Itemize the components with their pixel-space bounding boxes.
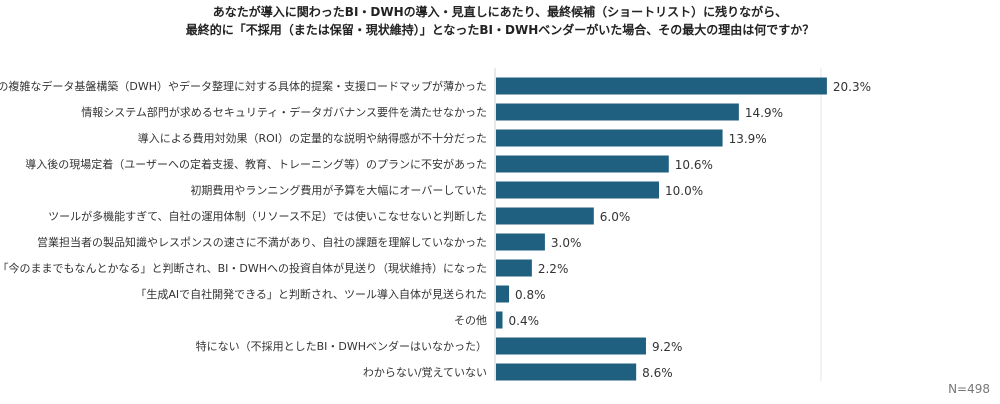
category-label: 特にない（不採用としたBI・DWHベンダーはいなかった） (196, 339, 487, 353)
category-label: ツールが多機能すぎて、自社の運用体制（リソース不足）では使いこなせないと判断した (48, 209, 487, 223)
chart-title-line-1: あなたが導入に関わったBI・DWHの導入・見直しにあたり、最終候補（ショートリス… (212, 5, 788, 19)
bar (496, 181, 659, 199)
value-label: 6.0% (600, 210, 631, 224)
category-label: わからない/覚えていない (363, 366, 487, 379)
chart-title: あなたが導入に関わったBI・DWHの導入・見直しにあたり、最終候補（ショートリス… (0, 3, 1000, 39)
value-label: 10.6% (675, 158, 713, 172)
bar (496, 259, 532, 277)
value-label: 13.9% (729, 132, 767, 146)
value-label: 3.0% (551, 236, 582, 250)
category-label: 初期費用やランニング費用が予算を大幅にオーバーしていた (190, 183, 487, 197)
category-label: 自社の複雑なデータ基盤構築（DWH）やデータ整理に対する具体的提案・支援ロードマ… (0, 79, 487, 93)
bar (496, 337, 646, 355)
value-label: 0.8% (515, 288, 546, 302)
bar (496, 311, 503, 329)
category-label: その他 (454, 314, 487, 327)
category-label: 導入後の現場定着（ユーザーへの定着支援、教育、トレーニング等）のプランに不安があ… (25, 157, 487, 171)
value-label: 20.3% (833, 80, 871, 94)
bar (496, 155, 669, 173)
value-label: 8.6% (642, 366, 673, 380)
bar (496, 233, 545, 251)
category-label: 「今のままでもなんとかなる」と判断され、BI・DWHへの投資自体が見送り（現状維… (0, 261, 487, 275)
value-label: 10.0% (665, 184, 703, 198)
value-label: 9.2% (652, 340, 683, 354)
category-label: 「生成AIで自社開発できる」と判断され、ツール導入自体が見送られた (135, 287, 487, 301)
sample-size-note: N=498 (948, 382, 990, 396)
bar (496, 103, 739, 121)
value-label: 14.9% (745, 106, 783, 120)
bar (496, 77, 827, 95)
bar (496, 207, 594, 225)
value-label: 0.4% (509, 314, 540, 328)
category-label: 営業担当者の製品知識やレスポンスの速さに不満があり、自社の課題を理解していなかっ… (37, 235, 487, 249)
bar (496, 285, 510, 303)
value-label: 2.2% (538, 262, 569, 276)
bar (496, 129, 723, 147)
category-label: 導入による費用対効果（ROI）の定量的な説明や納得感が不十分だった (138, 131, 487, 145)
category-label: 情報システム部門が求めるセキュリティ・データガバナンス要件を満たせなかった (81, 105, 487, 119)
chart-title-line-2: 最終的に「不採用（または保留・現状維持）」となったBI・DWHベンダーがいた場合… (185, 23, 815, 37)
bar (496, 363, 637, 381)
